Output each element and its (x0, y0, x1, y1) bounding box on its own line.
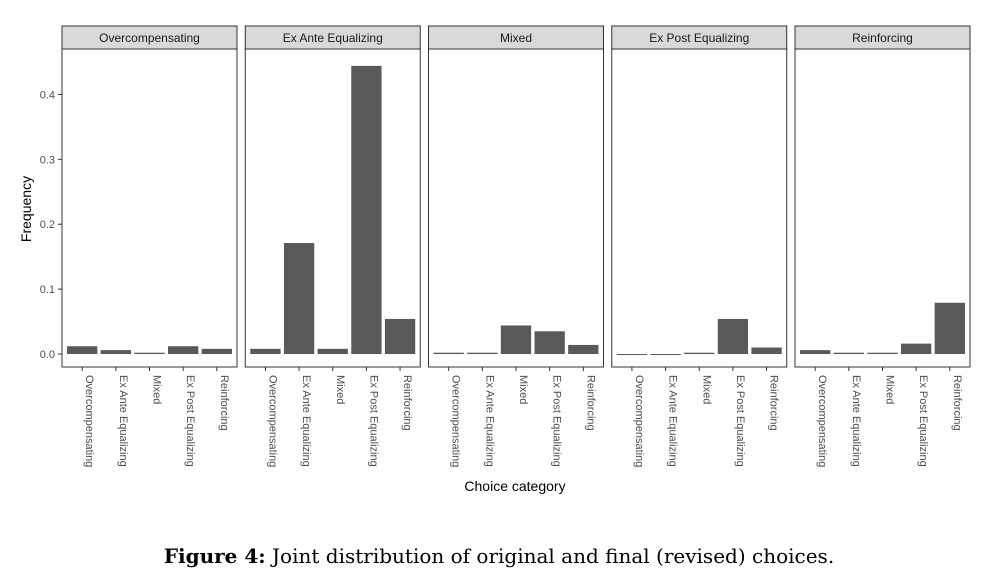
bar (283, 243, 315, 355)
x-tick-label: Overcompensating (83, 375, 95, 467)
y-tick-label: 0.4 (40, 89, 55, 101)
y-tick-label: 0.1 (40, 284, 55, 296)
bar (433, 352, 464, 355)
bar (134, 352, 165, 355)
bar (500, 325, 532, 355)
x-tick-label: Ex Post Equalizing (917, 375, 929, 467)
faceted-bar-chart: Frequency Choice category 0.00.10.20.30.… (18, 25, 971, 494)
bar (201, 348, 232, 355)
x-tick-label: Ex Ante Equalizing (667, 375, 679, 467)
bar (467, 352, 498, 355)
panel-border (61, 48, 238, 368)
x-tick-label: Mixed (517, 375, 529, 404)
bar (568, 344, 599, 355)
x-tick-label: Mixed (334, 375, 346, 404)
y-tick-label: 0.2 (40, 219, 55, 231)
bar (901, 343, 932, 355)
figure-caption: Figure 4: Joint distribution of original… (0, 544, 998, 568)
panel-border (428, 48, 604, 368)
x-tick-label: Ex Ante Equalizing (300, 375, 312, 467)
x-tick-label: Reinforcing (218, 375, 230, 431)
bar (534, 331, 565, 355)
facet-title: Overcompensating (99, 31, 200, 45)
bar (833, 352, 864, 355)
bar (250, 348, 281, 355)
x-tick-label: Ex Post Equalizing (734, 375, 746, 467)
bar (800, 350, 831, 355)
facet-panel: Reinforcing Overcompensating Ex Ante Equal… (794, 25, 971, 467)
bar (384, 318, 416, 355)
figure-caption-label: Figure 4: (163, 544, 266, 568)
y-axis-title: Frequency (18, 176, 34, 242)
figure-caption-text: Joint distribution of original and final… (272, 544, 835, 568)
panel-border (611, 48, 788, 368)
bar (717, 318, 749, 355)
bar (934, 302, 965, 355)
x-tick-label: Mixed (151, 375, 163, 404)
x-tick-label: Overcompensating (266, 375, 278, 467)
facet-panel: Overcompensating Overcompensating Ex Ante … (61, 25, 238, 467)
x-tick-label: Ex Post Equalizing (184, 375, 196, 467)
x-tick-label: Ex Ante Equalizing (850, 375, 862, 467)
x-tick-label: Overcompensating (450, 375, 462, 467)
x-tick-label: Reinforcing (951, 375, 963, 431)
x-tick-label: Overcompensating (816, 375, 828, 467)
x-tick-label: Mixed (700, 375, 712, 404)
y-axis: 0.0 0.1 0.2 0.3 0.4 (40, 89, 62, 361)
bar (100, 350, 131, 355)
x-tick-label: Ex Ante Equalizing (483, 375, 495, 467)
facet-title: Ex Post Equalizing (649, 31, 749, 45)
x-tick-label: Reinforcing (768, 375, 780, 431)
facet-title: Ex Ante Equalizing (283, 31, 383, 45)
bar (867, 352, 898, 355)
y-tick-label: 0.3 (40, 154, 55, 166)
y-tick-label: 0.0 (40, 349, 55, 361)
bar (751, 347, 782, 355)
x-axis-title: Choice category (464, 478, 565, 494)
bar (67, 346, 98, 355)
bar (168, 346, 199, 355)
x-tick-label: Mixed (884, 375, 896, 404)
bar (351, 65, 382, 355)
bar (317, 348, 348, 355)
facet-panel: Ex Ante Equalizing Overcompensating Ex Ant… (244, 25, 421, 467)
x-tick-label: Reinforcing (401, 375, 413, 431)
facet-title: Mixed (500, 31, 532, 45)
bar (684, 352, 715, 355)
x-tick-label: Overcompensating (633, 375, 645, 467)
x-tick-label: Ex Ante Equalizing (117, 375, 129, 467)
x-tick-label: Reinforcing (584, 375, 596, 431)
facet-panel: Mixed Overcompensating Ex Ante Equalizing M… (428, 25, 604, 467)
panel-border (244, 48, 421, 368)
facet-title: Reinforcing (852, 31, 913, 45)
bar (616, 354, 648, 356)
x-tick-label: Ex Post Equalizing (367, 375, 379, 467)
bar (650, 354, 681, 356)
x-tick-label: Ex Post Equalizing (551, 375, 563, 467)
facet-panel: Ex Post Equalizing Overcompensating Ex Ant… (611, 25, 788, 467)
